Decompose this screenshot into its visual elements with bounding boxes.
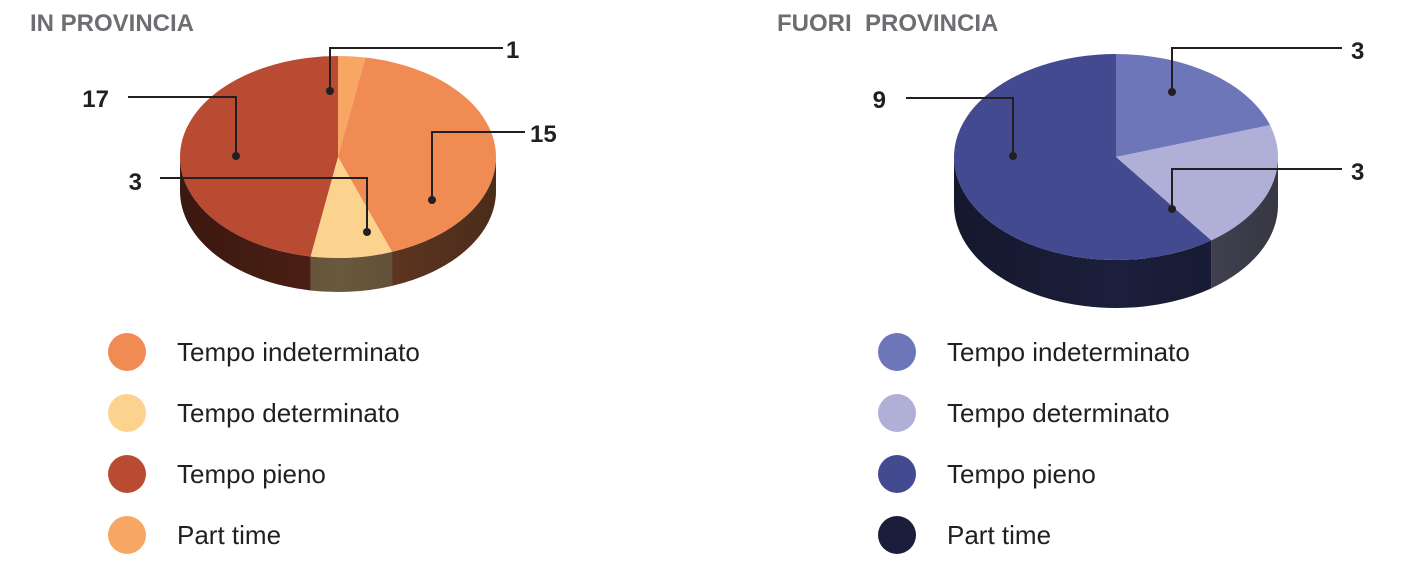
leader-line-tempo-indeterminato (1171, 47, 1342, 92)
pie-in-provincia: 1 15 3 17 (82, 37, 557, 292)
pie-slice-tempo-indeterminato (338, 57, 496, 252)
value-label-tempo-indeterminato: 15 (530, 121, 557, 148)
legend-item-tempo-indeterminato: Tempo indeterminato (878, 332, 1190, 372)
legend-fuori-provincia: Tempo indeterminato Tempo determinato Te… (878, 332, 1190, 576)
legend-label-part-time: Part time (177, 519, 282, 550)
legend-item-part-time: Part time (878, 515, 1051, 555)
pie-side-shading (954, 157, 1278, 308)
legend-item-tempo-determinato: Tempo determinato (108, 393, 400, 433)
legend-swatch-part-time (878, 516, 916, 554)
chart-title-fuori-provincia: FUORI PROVINCIA (777, 10, 999, 37)
leader-dot-tempo-pieno (1009, 152, 1017, 160)
leader-line-tempo-indeterminato (431, 131, 525, 200)
legend-swatch-tempo-indeterminato (878, 333, 916, 371)
legend-label-tempo-pieno: Tempo pieno (177, 458, 326, 489)
value-label-tempo-indeterminato: 3 (1351, 38, 1364, 65)
pie-slice-tempo-determinato (310, 157, 393, 258)
leader-dot-tempo-determinato (1168, 205, 1176, 213)
pie-charts-canvas: 1 15 3 17 3 3 9 (82, 37, 1364, 308)
leader-dot-tempo-indeterminato (1168, 88, 1176, 96)
chart-title-in-provincia: IN PROVINCIA (30, 10, 195, 37)
leader-line-tempo-pieno (128, 96, 237, 156)
leader-line-part-time (329, 47, 503, 91)
value-label-part-time: 1 (506, 37, 519, 64)
legend-swatch-tempo-indeterminato (108, 333, 146, 371)
legend-item-tempo-indeterminato: Tempo indeterminato (108, 332, 420, 372)
legend-swatch-tempo-determinato (878, 394, 916, 432)
leader-dot-part-time (326, 87, 334, 95)
legend-label-tempo-indeterminato: Tempo indeterminato (947, 336, 1190, 367)
legend-item-part-time: Part time (108, 515, 281, 555)
pie-slice-tempo-pieno (180, 56, 338, 257)
legend-label-tempo-pieno: Tempo pieno (947, 458, 1096, 489)
value-label-tempo-pieno: 9 (873, 87, 886, 114)
legend-label-tempo-determinato: Tempo determinato (947, 397, 1170, 428)
value-label-tempo-pieno: 17 (82, 86, 109, 113)
pie-slice-tempo-pieno (953, 54, 1212, 261)
legend-item-tempo-determinato: Tempo determinato (878, 393, 1170, 433)
pie-slice-part-time (338, 56, 366, 157)
legend-label-tempo-determinato: Tempo determinato (177, 397, 400, 428)
pie-slice-tempo-indeterminato (1116, 54, 1271, 157)
leader-line-tempo-determinato (1171, 168, 1342, 209)
legend-swatch-tempo-determinato (108, 394, 146, 432)
leader-dot-tempo-indeterminato (428, 196, 436, 204)
legend-in-provincia: Tempo indeterminato Tempo determinato Te… (108, 332, 420, 576)
legend-label-tempo-indeterminato: Tempo indeterminato (177, 336, 420, 367)
leader-dot-tempo-determinato (363, 228, 371, 236)
pie-fuori-provincia: 3 3 9 (873, 38, 1364, 308)
pie-side-shading (180, 157, 496, 292)
legend-item-tempo-pieno: Tempo pieno (878, 454, 1096, 494)
legend-swatch-tempo-pieno (878, 455, 916, 493)
legend-swatch-tempo-pieno (108, 455, 146, 493)
value-label-tempo-determinato: 3 (1351, 159, 1364, 186)
value-label-tempo-determinato: 3 (129, 169, 142, 196)
leader-line-tempo-pieno (906, 97, 1014, 156)
pie-slice-tempo-determinato (1116, 125, 1278, 241)
leader-dot-tempo-pieno (232, 152, 240, 160)
legend-swatch-part-time (108, 516, 146, 554)
leader-line-tempo-determinato (160, 177, 368, 232)
legend-item-tempo-pieno: Tempo pieno (108, 454, 326, 494)
legend-label-part-time: Part time (947, 519, 1052, 550)
